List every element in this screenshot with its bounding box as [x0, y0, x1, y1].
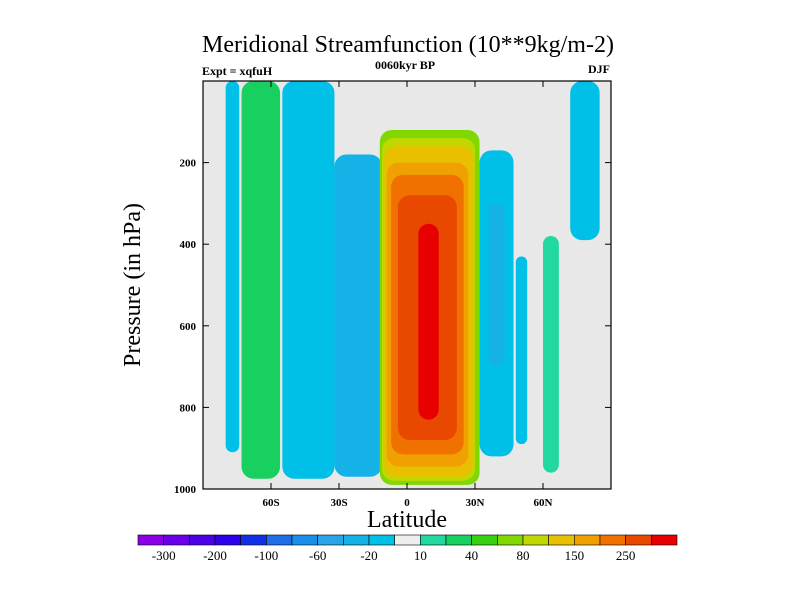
y-axis-ticks: 200 400 600 800 1000	[174, 158, 611, 496]
contour-cell	[225, 81, 240, 453]
colorbar-label: -100	[254, 548, 278, 563]
colorbar-label: 80	[517, 548, 530, 563]
colorbar-label: -300	[152, 548, 176, 563]
x-tick-label: 30N	[466, 497, 485, 509]
colorbar-label: 150	[565, 548, 585, 563]
colorbar-swatch	[343, 534, 370, 546]
x-axis-label: Latitude	[367, 507, 447, 533]
colorbar-swatch	[163, 534, 190, 546]
colorbar	[137, 534, 678, 546]
contour-cell	[282, 81, 335, 479]
x-tick-label: 30S	[330, 497, 347, 509]
colorbar-label: -60	[309, 548, 326, 563]
colorbar-swatch	[651, 534, 678, 546]
x-tick-label: 0	[404, 497, 410, 509]
colorbar-swatch	[317, 534, 344, 546]
x-axis-ticks: 60S 30S 0 30N 60N	[262, 81, 553, 509]
colorbar-label: 10	[414, 548, 427, 563]
colorbar-swatch	[137, 534, 164, 546]
colorbar-swatch	[522, 534, 549, 546]
y-axis-label: Pressure (in hPa)	[120, 203, 146, 367]
colorbar-swatch	[240, 534, 267, 546]
colorbar-swatch	[420, 534, 447, 546]
colorbar-label: 40	[465, 548, 478, 563]
y-tick-label: 800	[180, 402, 197, 414]
contour-cell	[334, 154, 383, 477]
colorbar-swatch	[471, 534, 498, 546]
colorbar-label: 250	[616, 548, 636, 563]
y-tick-label: 1000	[174, 484, 197, 496]
colorbar-swatch	[625, 534, 652, 546]
contour-cell	[543, 236, 559, 473]
contour-fill-layer	[225, 81, 600, 485]
colorbar-swatch	[189, 534, 216, 546]
colorbar-swatch	[214, 534, 241, 546]
contour-cell	[515, 256, 528, 445]
x-tick-label: 60N	[534, 497, 553, 509]
colorbar-swatch	[394, 534, 421, 546]
center-label: 0060kyr BP	[375, 58, 435, 72]
contour-cell	[570, 81, 600, 241]
colorbar-label: -20	[360, 548, 377, 563]
colorbar-swatch	[497, 534, 524, 546]
colorbar-labels: -300 -200 -100 -60 -20 10 40 80 150 250	[152, 548, 636, 563]
left-label: Expt = xqfuH	[202, 64, 273, 78]
chart-title: Meridional Streamfunction (10**9kg/m-2)	[202, 32, 614, 58]
colorbar-swatch	[599, 534, 626, 546]
y-tick-label: 600	[180, 321, 197, 333]
colorbar-swatch	[445, 534, 472, 546]
contour-cell	[241, 81, 281, 479]
colorbar-swatch	[548, 534, 575, 546]
colorbar-swatch	[266, 534, 293, 546]
right-label: DJF	[588, 62, 610, 76]
y-tick-label: 200	[180, 158, 197, 170]
contour-cell	[488, 203, 505, 367]
colorbar-label: -200	[203, 548, 227, 563]
x-tick-label: 60S	[262, 497, 279, 509]
colorbar-swatch	[574, 534, 601, 546]
colorbar-swatch	[368, 534, 395, 546]
contour-cell	[418, 223, 439, 420]
colorbar-swatch	[291, 534, 318, 546]
y-tick-label: 400	[180, 239, 197, 251]
